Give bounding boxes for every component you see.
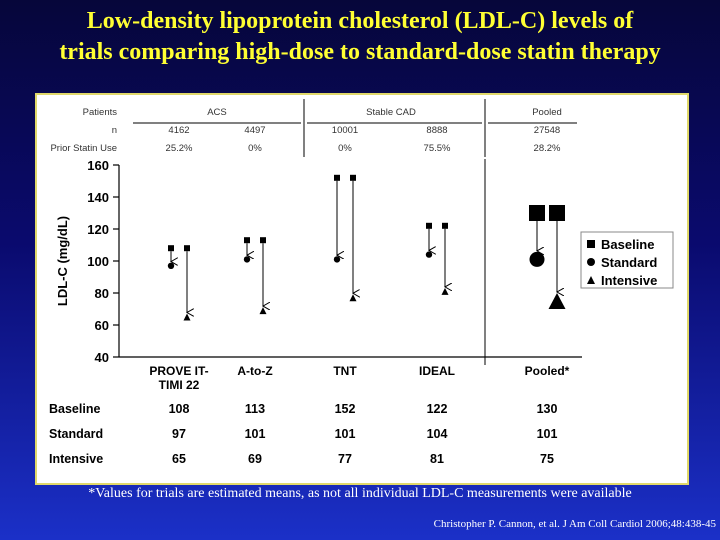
- header-prior-statin-value: 75.5%: [424, 143, 451, 154]
- header-prior-statin-value: 0%: [338, 143, 352, 154]
- legend-box: [580, 231, 674, 289]
- intensive-marker: [259, 307, 267, 315]
- standard-marker: [243, 256, 251, 263]
- x-category-label: A-to-Z: [237, 364, 272, 378]
- x-category-label: TIMI 22: [159, 378, 200, 392]
- legend-square-icon: [587, 240, 595, 248]
- table-row-label: Baseline: [49, 402, 100, 416]
- baseline-marker: [184, 245, 190, 252]
- table-value: 75: [540, 452, 554, 466]
- table-value: 97: [172, 427, 186, 441]
- table-value: 122: [427, 402, 448, 416]
- table-value: 108: [169, 402, 190, 416]
- slide-title: Low-density lipoprotein cholesterol (LDL…: [0, 6, 720, 68]
- baseline-marker: [529, 205, 545, 221]
- y-tick-label: 140: [87, 190, 109, 205]
- legend-triangle-icon: [587, 276, 595, 284]
- table-row-label: Intensive: [49, 452, 103, 466]
- legend-circle-icon: [587, 258, 595, 266]
- citation: Christopher P. Cannon, et al. J Am Coll …: [433, 518, 716, 530]
- header-row-label: n: [112, 125, 117, 136]
- x-category-label: IDEAL: [419, 364, 455, 378]
- standard-marker: [425, 251, 433, 258]
- table-value: 101: [245, 427, 266, 441]
- header-group-label: Pooled: [532, 107, 562, 118]
- x-category-label: Pooled*: [525, 364, 570, 378]
- baseline-marker: [334, 174, 340, 181]
- y-tick-label: 100: [87, 254, 109, 269]
- baseline-marker: [260, 237, 266, 244]
- header-row-label: Prior Statin Use: [50, 143, 117, 154]
- table-value: 113: [245, 402, 265, 416]
- x-category-label: PROVE IT-: [149, 364, 208, 378]
- x-category-label: TNT: [333, 364, 357, 378]
- header-n-value: 27548: [534, 125, 560, 136]
- baseline-marker: [426, 222, 432, 229]
- header-row-label: Patients: [83, 107, 118, 118]
- table-value: 104: [427, 427, 448, 441]
- intensive-marker: [349, 294, 357, 302]
- table-row-label: Standard: [49, 427, 103, 441]
- legend-label: Baseline: [601, 237, 654, 252]
- header-prior-statin-value: 25.2%: [166, 143, 193, 154]
- header-n-value: 4162: [168, 125, 189, 136]
- header-n-value: 10001: [332, 125, 358, 136]
- table-value: 81: [430, 452, 444, 466]
- title-line-2: trials comparing high-dose to standard-d…: [59, 39, 661, 65]
- chart-panel: Patients n Prior Statin Use ACS Stable CAD Po…: [35, 93, 689, 485]
- header-group-label: Stable CAD: [366, 107, 416, 118]
- header-group-label: ACS: [207, 107, 227, 118]
- standard-marker: [167, 262, 175, 269]
- header-prior-statin-value: 28.2%: [534, 143, 561, 154]
- table-value: 101: [335, 427, 356, 441]
- table-value: 152: [335, 402, 356, 416]
- intensive-marker: [183, 313, 191, 321]
- y-tick-label: 160: [87, 158, 109, 173]
- table-value: 69: [248, 452, 262, 466]
- baseline-marker: [168, 245, 174, 252]
- baseline-marker: [549, 205, 565, 221]
- header-n-value: 4497: [244, 125, 265, 136]
- title-line-1: Low-density lipoprotein cholesterol (LDL…: [86, 8, 634, 34]
- y-tick-label: 120: [87, 222, 109, 237]
- y-tick-label: 40: [95, 350, 109, 365]
- legend-label: Standard: [601, 255, 657, 270]
- table-value: 77: [338, 452, 352, 466]
- footnote: *Values for trials are estimated means, …: [88, 486, 632, 501]
- ldl-chart: Patients n Prior Statin Use ACS Stable CAD Po…: [49, 99, 674, 466]
- header-prior-statin-value: 0%: [248, 143, 262, 154]
- standard-marker: [529, 251, 545, 267]
- standard-marker: [333, 256, 341, 263]
- intensive-marker: [441, 287, 449, 295]
- intensive-marker: [548, 293, 566, 309]
- y-axis-label: LDL-C (mg/dL): [55, 216, 70, 306]
- baseline-marker: [442, 222, 448, 229]
- table-value: 101: [537, 427, 558, 441]
- y-tick-label: 60: [95, 318, 109, 333]
- baseline-marker: [350, 174, 356, 181]
- table-value: 65: [172, 452, 186, 466]
- table-value: 130: [537, 402, 558, 416]
- legend-label: Intensive: [601, 273, 657, 288]
- header-n-value: 8888: [426, 125, 447, 136]
- y-tick-label: 80: [95, 286, 109, 301]
- baseline-marker: [244, 237, 250, 244]
